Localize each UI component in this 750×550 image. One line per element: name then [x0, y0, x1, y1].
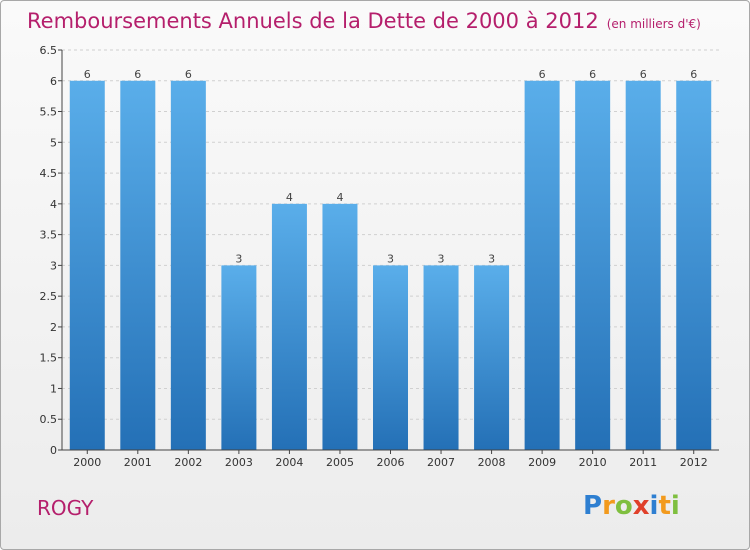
proxiti-logo: Proxiti [583, 491, 680, 521]
y-tick-label: 4 [50, 198, 57, 211]
x-tick-label-2004: 2004 [275, 456, 303, 469]
value-label-2005: 4 [336, 191, 343, 204]
bar-2008 [474, 265, 510, 450]
value-labels: 6 6 6 3 4 4 3 3 3 6 6 6 6 [84, 68, 697, 266]
bar-2006 [373, 265, 408, 450]
y-tick-label: 2.5 [40, 290, 58, 303]
x-tick-label-2001: 2001 [124, 456, 152, 469]
value-label-2003: 3 [235, 252, 242, 265]
bar-2011 [625, 80, 661, 451]
value-label-2010: 6 [589, 68, 596, 81]
value-label-2007: 3 [438, 252, 445, 265]
chart-title: Remboursements Annuels de la Dette de 20… [27, 9, 701, 33]
bar-2003 [221, 265, 257, 450]
value-label-2004: 4 [286, 191, 293, 204]
y-tick-label: 3.5 [40, 229, 58, 242]
bar-2000 [69, 80, 105, 451]
chart-title-unit: (en milliers d'€) [606, 17, 701, 31]
x-tick-label-2007: 2007 [427, 456, 455, 469]
x-tick-label-2008: 2008 [478, 456, 506, 469]
x-tick-label-2002: 2002 [174, 456, 202, 469]
y-tick-label: 5 [50, 136, 57, 149]
chart-title-main: Remboursements Annuels de la Dette de 20… [27, 9, 599, 33]
bar-2005 [322, 203, 358, 450]
y-tick-label: 4.5 [40, 167, 58, 180]
logo-letter: x [632, 491, 650, 521]
bar-2004 [271, 203, 307, 450]
x-tick-label-2009: 2009 [528, 456, 556, 469]
y-tick-label: 2 [50, 321, 57, 334]
bars [69, 80, 712, 451]
y-tick-label: 5.5 [40, 106, 58, 119]
logo-letter: r [602, 491, 615, 521]
value-label-2008: 3 [488, 252, 495, 265]
bar-2010 [575, 80, 611, 451]
logo-letter: o [614, 491, 633, 521]
y-tick-label: 0.5 [40, 413, 58, 426]
y-tick-label: 6.5 [40, 44, 58, 57]
value-label-2002: 6 [185, 68, 192, 81]
x-tick-label-2012: 2012 [680, 456, 708, 469]
y-tick-label: 1.5 [40, 352, 58, 365]
bar-2012 [676, 80, 712, 451]
y-tick-label: 6 [50, 75, 57, 88]
value-label-2011: 6 [640, 68, 647, 81]
x-tick-label-2003: 2003 [225, 456, 253, 469]
x-tick-label-2000: 2000 [73, 456, 101, 469]
x-tick-label-2011: 2011 [629, 456, 657, 469]
value-label-2012: 6 [690, 68, 697, 81]
logo-letter: i [670, 491, 680, 521]
x-tick-label-2005: 2005 [326, 456, 354, 469]
bar-2007 [423, 265, 459, 450]
axes: 0 0.5 1 1.5 2 2.5 3 3.5 4 4.5 5 5.5 6 6.5 2000 2001 2002… [40, 44, 719, 469]
x-tick-label-2010: 2010 [579, 456, 607, 469]
y-tick-label: 0 [50, 444, 57, 457]
y-tick-label: 1 [50, 382, 57, 395]
logo-letter: i [649, 491, 659, 521]
y-tick-label: 3 [50, 259, 57, 272]
value-label-2006: 3 [387, 252, 394, 265]
x-tick-label-2006: 2006 [377, 456, 405, 469]
value-label-2001: 6 [134, 68, 141, 81]
bar-2002 [170, 80, 206, 451]
commune-name: ROGY [37, 496, 94, 520]
logo-letter: P [583, 491, 603, 521]
value-label-2009: 6 [539, 68, 546, 81]
value-label-2000: 6 [84, 68, 91, 81]
logo-letter: t [658, 491, 671, 521]
bar-2001 [120, 80, 156, 451]
bar-2009 [524, 80, 560, 451]
